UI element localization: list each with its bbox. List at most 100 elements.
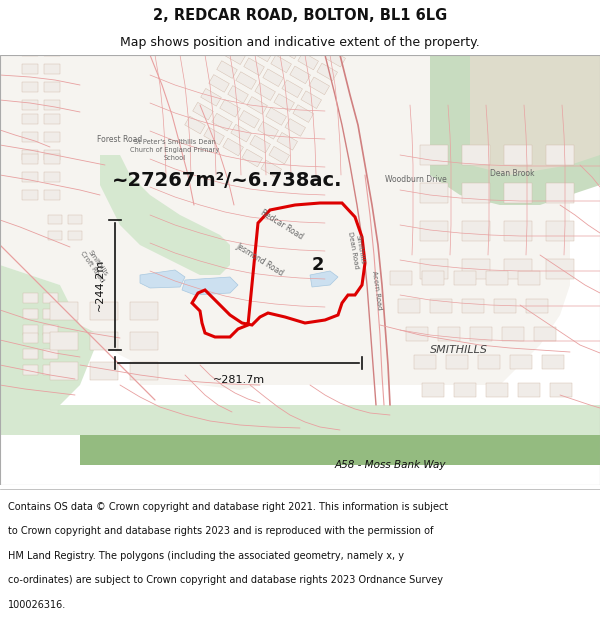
- Bar: [546, 145, 574, 165]
- Bar: [68, 214, 82, 224]
- Bar: [23, 325, 37, 335]
- Bar: [48, 214, 62, 224]
- Bar: [325, 49, 346, 67]
- Text: Woodburn Drive: Woodburn Drive: [385, 176, 447, 184]
- Polygon shape: [140, 55, 570, 385]
- Bar: [236, 72, 256, 89]
- Bar: [446, 355, 468, 369]
- Bar: [44, 100, 60, 110]
- Bar: [266, 107, 286, 125]
- Bar: [510, 355, 532, 369]
- Bar: [306, 38, 326, 56]
- Bar: [250, 136, 271, 153]
- Bar: [263, 69, 283, 86]
- Bar: [225, 47, 245, 64]
- Bar: [550, 383, 572, 397]
- Bar: [217, 61, 237, 78]
- Bar: [228, 86, 248, 103]
- Bar: [22, 132, 38, 142]
- Bar: [43, 309, 58, 319]
- Bar: [462, 145, 490, 165]
- Text: ~27267m²/~6.738ac.: ~27267m²/~6.738ac.: [112, 171, 343, 189]
- Text: 100026316.: 100026316.: [8, 600, 66, 610]
- Bar: [271, 55, 292, 72]
- Bar: [22, 64, 38, 74]
- Bar: [244, 58, 265, 76]
- Bar: [420, 259, 448, 279]
- Polygon shape: [0, 405, 600, 435]
- Bar: [454, 383, 476, 397]
- Bar: [546, 183, 574, 203]
- Bar: [261, 160, 281, 178]
- Bar: [204, 127, 224, 145]
- Bar: [293, 105, 314, 122]
- Bar: [23, 365, 37, 375]
- Text: Redcar Road: Redcar Road: [259, 208, 305, 242]
- Bar: [44, 132, 60, 142]
- Polygon shape: [182, 277, 238, 295]
- Bar: [518, 383, 540, 397]
- Polygon shape: [100, 155, 230, 275]
- Bar: [130, 302, 158, 320]
- Bar: [422, 271, 444, 285]
- Bar: [277, 132, 298, 150]
- Bar: [430, 299, 452, 313]
- Bar: [526, 299, 548, 313]
- Bar: [43, 333, 58, 343]
- Bar: [44, 172, 60, 182]
- Text: co-ordinates) are subject to Crown copyright and database rights 2023 Ordnance S: co-ordinates) are subject to Crown copyr…: [8, 575, 443, 585]
- Bar: [317, 63, 338, 81]
- Bar: [22, 154, 38, 164]
- Polygon shape: [430, 55, 600, 205]
- Bar: [420, 221, 448, 241]
- Bar: [274, 94, 295, 111]
- Bar: [478, 355, 500, 369]
- Bar: [223, 138, 244, 156]
- Bar: [502, 327, 524, 341]
- Polygon shape: [0, 55, 100, 435]
- Bar: [212, 113, 232, 131]
- Bar: [494, 299, 516, 313]
- Bar: [23, 293, 37, 303]
- Bar: [470, 327, 492, 341]
- Bar: [185, 116, 205, 134]
- Bar: [50, 362, 78, 380]
- Bar: [22, 190, 38, 200]
- Text: ~281.7m: ~281.7m: [212, 375, 265, 385]
- Text: Jesmond Road: Jesmond Road: [235, 242, 286, 278]
- Bar: [298, 52, 319, 70]
- Polygon shape: [140, 270, 185, 288]
- Bar: [50, 302, 78, 320]
- Text: Contains OS data © Crown copyright and database right 2021. This information is : Contains OS data © Crown copyright and d…: [8, 502, 448, 512]
- Bar: [22, 46, 38, 56]
- Bar: [43, 325, 58, 335]
- Bar: [518, 271, 540, 285]
- Bar: [252, 44, 272, 62]
- Bar: [44, 150, 60, 160]
- Bar: [420, 183, 448, 203]
- Text: Smithills
Croft Road: Smithills Croft Road: [79, 246, 111, 284]
- Text: HM Land Registry. The polygons (including the associated geometry, namely x, y: HM Land Registry. The polygons (includin…: [8, 551, 404, 561]
- Bar: [504, 221, 532, 241]
- Bar: [285, 119, 305, 136]
- Bar: [193, 102, 213, 120]
- Polygon shape: [470, 55, 600, 175]
- Text: St Peter's Smithills Dean
Church of England Primary
School: St Peter's Smithills Dean Church of Engl…: [130, 139, 220, 161]
- Polygon shape: [0, 55, 260, 390]
- Bar: [454, 271, 476, 285]
- Bar: [239, 111, 259, 128]
- Text: A58 - Moss Bank Way: A58 - Moss Bank Way: [334, 460, 446, 470]
- Text: 2: 2: [312, 256, 324, 274]
- Bar: [90, 362, 118, 380]
- Bar: [301, 91, 322, 109]
- Bar: [43, 365, 58, 375]
- Bar: [504, 183, 532, 203]
- Bar: [44, 114, 60, 124]
- Bar: [50, 332, 78, 350]
- Bar: [258, 121, 278, 139]
- Text: ~244.2m: ~244.2m: [95, 259, 105, 311]
- Bar: [43, 293, 58, 303]
- Bar: [22, 82, 38, 92]
- Bar: [209, 74, 229, 92]
- Bar: [422, 383, 444, 397]
